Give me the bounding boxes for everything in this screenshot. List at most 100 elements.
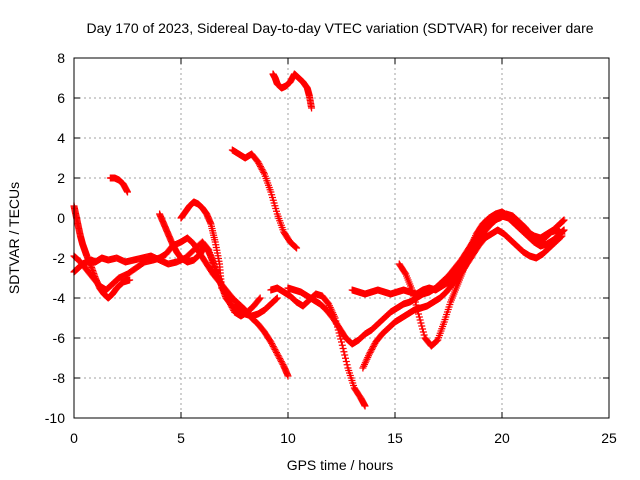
data-point — [255, 160, 263, 167]
data-point — [255, 295, 263, 303]
x-tick-label: 0 — [70, 430, 78, 446]
y-tick-label: -4 — [53, 290, 66, 306]
data-point — [368, 346, 376, 353]
data-point — [419, 325, 427, 333]
data-point — [361, 402, 369, 410]
y-tick-label: -10 — [45, 410, 65, 426]
series-track-m — [348, 234, 485, 298]
data-point — [274, 352, 282, 359]
data-point — [369, 344, 377, 352]
data-point — [275, 353, 283, 361]
data-point — [370, 341, 378, 349]
chart-title: Day 170 of 2023, Sidereal Day-to-day VTE… — [86, 20, 593, 36]
data-point — [256, 163, 264, 170]
y-tick-label: 2 — [57, 170, 65, 186]
data-point — [256, 294, 264, 302]
data-point — [257, 164, 265, 172]
data-point — [342, 354, 350, 362]
data-point — [420, 331, 428, 339]
x-tick-label: 5 — [177, 430, 185, 446]
series-track-n — [466, 208, 568, 252]
data-point — [477, 234, 485, 242]
y-axis-label: SDTVAR / TECUs — [6, 182, 22, 294]
data-point — [340, 348, 348, 356]
y-tick-label: -2 — [53, 250, 66, 266]
data-point — [339, 345, 347, 352]
axis-ticks: 0 5 10 15 20 25 -10 -8 -6 -4 -2 0 2 4 6 8 — [45, 50, 617, 446]
y-tick-label: 8 — [57, 50, 65, 66]
data-point — [277, 358, 285, 365]
data-points — [70, 70, 568, 410]
x-axis-label: GPS time / hours — [287, 457, 394, 473]
x-tick-label: 10 — [280, 430, 296, 446]
data-point — [254, 158, 262, 166]
data-point — [292, 243, 300, 251]
data-point — [338, 338, 345, 346]
data-point — [126, 276, 134, 284]
data-point — [366, 349, 374, 356]
data-point — [293, 244, 301, 252]
data-point — [432, 338, 440, 345]
data-point — [560, 226, 568, 234]
x-tick-label: 25 — [601, 430, 617, 446]
data-point — [272, 295, 280, 303]
data-point — [476, 235, 484, 243]
y-tick-label: 6 — [57, 90, 65, 106]
data-point — [343, 361, 351, 369]
data-point — [276, 355, 284, 362]
data-point — [278, 359, 286, 367]
series-track-g — [228, 146, 301, 252]
x-tick-label: 15 — [387, 430, 403, 446]
data-point — [273, 350, 281, 358]
data-point — [341, 351, 349, 359]
data-point — [272, 296, 280, 303]
y-tick-label: -8 — [53, 370, 66, 386]
data-point — [284, 372, 292, 380]
data-point — [560, 216, 568, 224]
data-point — [272, 349, 280, 356]
data-point — [256, 161, 264, 169]
data-point — [218, 284, 226, 292]
data-point — [337, 335, 345, 343]
data-point — [268, 341, 276, 349]
y-tick-label: 4 — [57, 130, 65, 146]
data-point — [259, 167, 267, 175]
data-point — [365, 350, 373, 358]
data-point — [268, 340, 276, 347]
data-point — [415, 313, 423, 321]
data-point — [338, 341, 346, 349]
data-point — [308, 104, 316, 112]
y-tick-label: 0 — [57, 210, 65, 226]
series-track-h — [269, 70, 316, 112]
data-point — [415, 310, 423, 318]
data-point — [401, 269, 409, 277]
y-tick-label: -6 — [53, 330, 66, 346]
data-point — [342, 358, 350, 365]
series-track-b — [70, 202, 134, 302]
series-track-e — [156, 210, 281, 320]
data-point — [369, 343, 377, 350]
data-point — [367, 347, 375, 355]
data-point — [419, 328, 427, 336]
x-tick-label: 20 — [494, 430, 510, 446]
data-point — [433, 337, 441, 345]
data-point — [413, 304, 421, 312]
data-point — [267, 338, 275, 346]
data-point — [418, 322, 426, 330]
series-track-k — [359, 226, 566, 372]
data-point — [411, 298, 419, 306]
data-point — [270, 344, 278, 352]
series-track-f — [177, 198, 226, 292]
data-point — [416, 316, 424, 324]
data-point — [417, 319, 425, 327]
data-point — [414, 307, 422, 315]
data-point — [258, 166, 266, 173]
data-point — [277, 356, 285, 364]
data-point — [291, 243, 299, 250]
plot-frame — [73, 57, 610, 419]
data-point — [260, 169, 268, 176]
data-point — [412, 301, 420, 309]
data-point — [273, 294, 281, 302]
data-point — [272, 347, 280, 355]
